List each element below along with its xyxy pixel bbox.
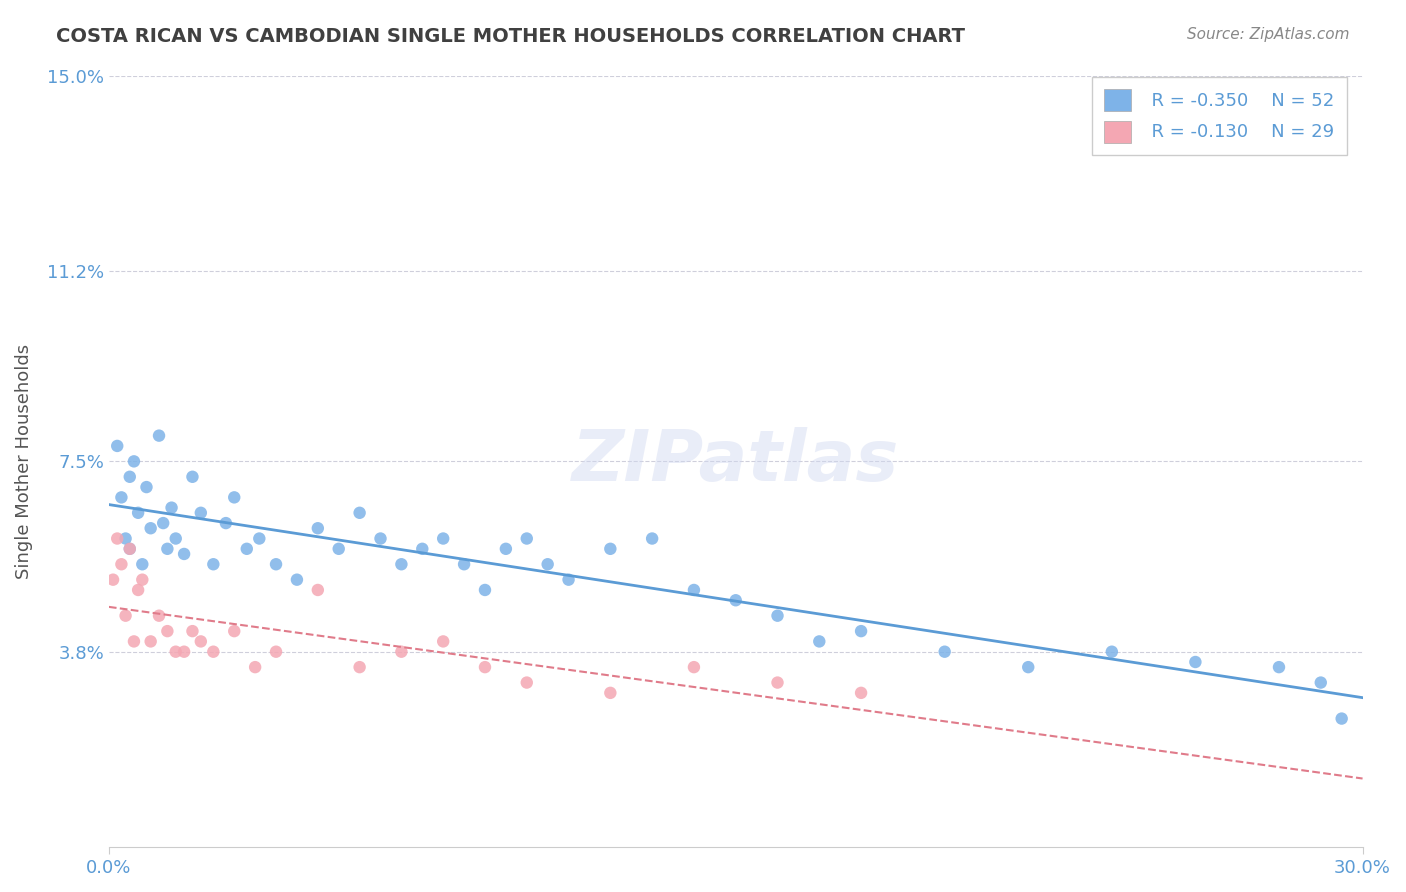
Point: [808, 634, 831, 648]
Legend:   R = -0.350    N = 52,   R = -0.130    N = 29: R = -0.350 N = 52, R = -0.130 N = 29: [1091, 77, 1347, 155]
Point: [215, 516, 238, 530]
Point: [173, 645, 195, 659]
Point: [118, 541, 141, 556]
Point: [516, 675, 538, 690]
Point: [190, 506, 212, 520]
Point: [1309, 675, 1331, 690]
Point: [127, 582, 149, 597]
Point: [516, 532, 538, 546]
Point: [264, 645, 287, 659]
Point: [641, 532, 664, 546]
Point: [105, 439, 128, 453]
Point: [474, 582, 496, 597]
Point: [724, 593, 747, 607]
Point: [557, 573, 579, 587]
Point: [1101, 645, 1123, 659]
Point: [474, 660, 496, 674]
Point: [152, 516, 174, 530]
Point: [127, 506, 149, 520]
Point: [411, 541, 433, 556]
Point: [122, 634, 145, 648]
Point: [173, 547, 195, 561]
Point: [849, 624, 872, 639]
Point: [243, 660, 266, 674]
Point: [118, 470, 141, 484]
Point: [202, 645, 225, 659]
Point: [389, 558, 412, 572]
Point: [110, 491, 132, 505]
Point: [135, 480, 157, 494]
Point: [264, 558, 287, 572]
Point: [202, 558, 225, 572]
Point: [599, 541, 621, 556]
Point: [307, 582, 329, 597]
Point: [599, 686, 621, 700]
Point: [160, 500, 183, 515]
Point: [110, 558, 132, 572]
Point: [849, 686, 872, 700]
Text: ZIPatlas: ZIPatlas: [572, 427, 900, 496]
Point: [236, 541, 259, 556]
Point: [247, 532, 270, 546]
Text: Source: ZipAtlas.com: Source: ZipAtlas.com: [1187, 27, 1350, 42]
Y-axis label: Single Mother Households: Single Mother Households: [15, 343, 32, 579]
Point: [537, 558, 560, 572]
Point: [683, 582, 706, 597]
Point: [432, 532, 454, 546]
Point: [165, 532, 187, 546]
Point: [1184, 655, 1206, 669]
Point: [122, 454, 145, 468]
Point: [389, 645, 412, 659]
Point: [453, 558, 475, 572]
Point: [224, 491, 246, 505]
Point: [349, 506, 371, 520]
Point: [1268, 660, 1291, 674]
Point: [190, 634, 212, 648]
Point: [432, 634, 454, 648]
Point: [766, 675, 789, 690]
Point: [766, 608, 789, 623]
Point: [1017, 660, 1039, 674]
Point: [224, 624, 246, 639]
Point: [285, 573, 308, 587]
Point: [181, 624, 204, 639]
Text: COSTA RICAN VS CAMBODIAN SINGLE MOTHER HOUSEHOLDS CORRELATION CHART: COSTA RICAN VS CAMBODIAN SINGLE MOTHER H…: [56, 27, 966, 45]
Point: [1330, 712, 1353, 726]
Point: [156, 624, 179, 639]
Point: [181, 470, 204, 484]
Point: [495, 541, 517, 556]
Point: [118, 541, 141, 556]
Point: [165, 645, 187, 659]
Point: [934, 645, 956, 659]
Point: [131, 573, 153, 587]
Point: [114, 608, 136, 623]
Point: [139, 521, 162, 535]
Point: [349, 660, 371, 674]
Point: [101, 573, 124, 587]
Point: [139, 634, 162, 648]
Point: [131, 558, 153, 572]
Point: [370, 532, 392, 546]
Point: [114, 532, 136, 546]
Point: [156, 541, 179, 556]
Point: [683, 660, 706, 674]
Point: [105, 532, 128, 546]
Point: [148, 608, 170, 623]
Point: [307, 521, 329, 535]
Point: [148, 428, 170, 442]
Point: [328, 541, 350, 556]
